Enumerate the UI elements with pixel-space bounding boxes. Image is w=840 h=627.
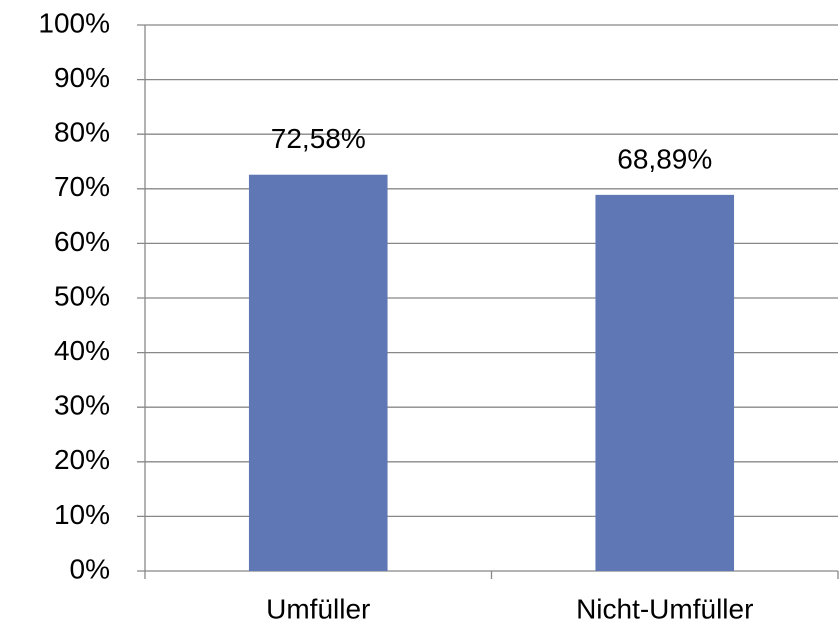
y-tick-label: 50%	[54, 280, 110, 311]
y-tick-label: 0%	[70, 553, 110, 584]
y-tick-label: 80%	[54, 117, 110, 148]
x-tick-label: Umfüller	[266, 593, 370, 624]
bar	[248, 174, 388, 571]
y-tick-label: 20%	[54, 444, 110, 475]
y-tick-label: 30%	[54, 390, 110, 421]
y-tick-label: 70%	[54, 171, 110, 202]
bar	[595, 194, 735, 571]
y-tick-label: 40%	[54, 335, 110, 366]
x-tick-label: Nicht-Umfüller	[576, 593, 753, 624]
data-label: 72,58%	[271, 123, 366, 154]
y-tick-label: 100%	[38, 7, 110, 38]
data-label: 68,89%	[617, 143, 712, 174]
y-tick-label: 10%	[54, 499, 110, 530]
y-tick-label: 90%	[54, 62, 110, 93]
y-tick-label: 60%	[54, 226, 110, 257]
